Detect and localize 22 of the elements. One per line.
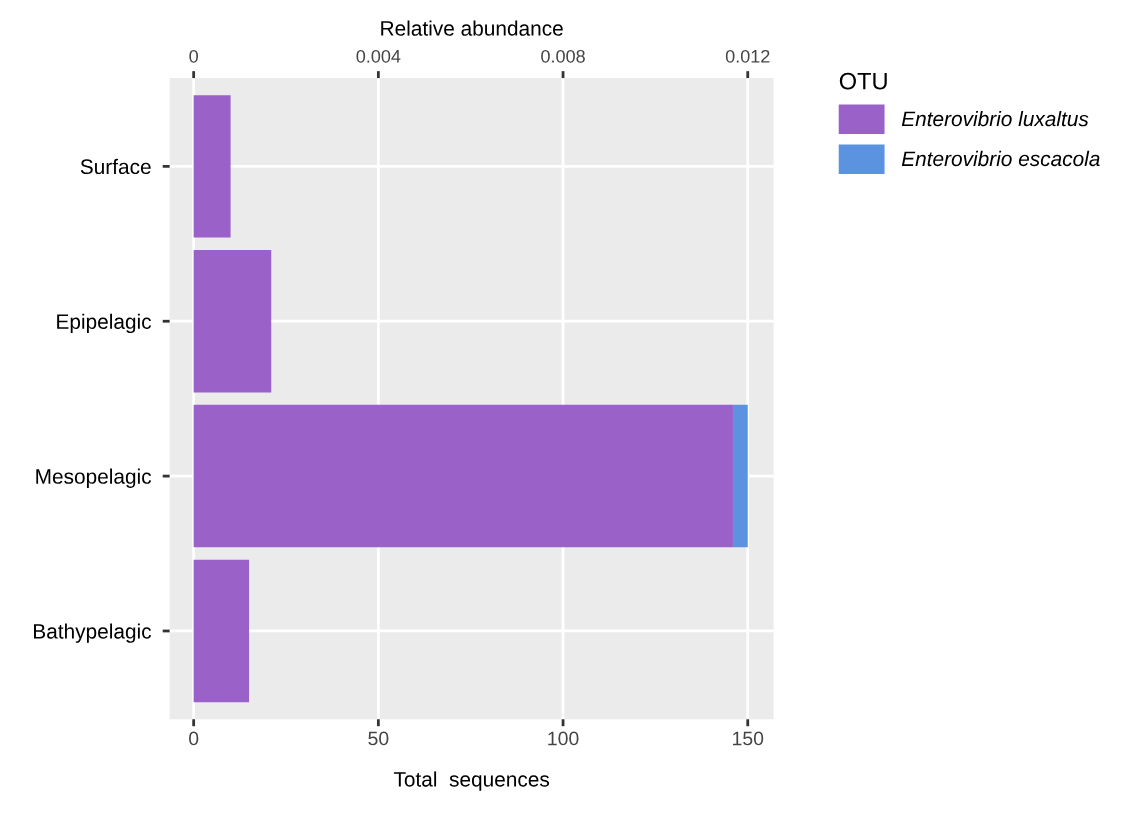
legend-title: OTU bbox=[839, 72, 887, 90]
legend-label: Enterovibrio luxaltus bbox=[901, 110, 1089, 127]
y-tick-label: Epipelagic bbox=[57, 313, 152, 334]
x-tick-label: 50 bbox=[368, 731, 389, 746]
x-tick-label: 0 bbox=[189, 731, 199, 746]
x2-tick-label: 0 bbox=[189, 49, 198, 63]
x-axis-title: Total sequences bbox=[393, 771, 550, 791]
x2-tick-label: 0.004 bbox=[356, 49, 401, 63]
bar bbox=[193, 559, 250, 703]
x2-axis-title: Relative abundance bbox=[381, 20, 563, 36]
y-tick-label: Surface bbox=[80, 158, 151, 175]
y-tick-label: Mesopelagic bbox=[36, 468, 152, 488]
x2-tick-label: 0.012 bbox=[725, 49, 770, 63]
x2-tick-label: 0.008 bbox=[541, 49, 585, 63]
x-tick-label: 150 bbox=[733, 731, 764, 746]
y-tick-label: Bathypelagic bbox=[34, 623, 152, 643]
x-tick-label: 100 bbox=[548, 731, 579, 746]
bar bbox=[193, 250, 272, 393]
bar bbox=[193, 404, 733, 548]
legend-label: Enterovibrio escacola bbox=[901, 150, 1100, 167]
bar bbox=[732, 404, 748, 548]
bar bbox=[193, 95, 231, 238]
